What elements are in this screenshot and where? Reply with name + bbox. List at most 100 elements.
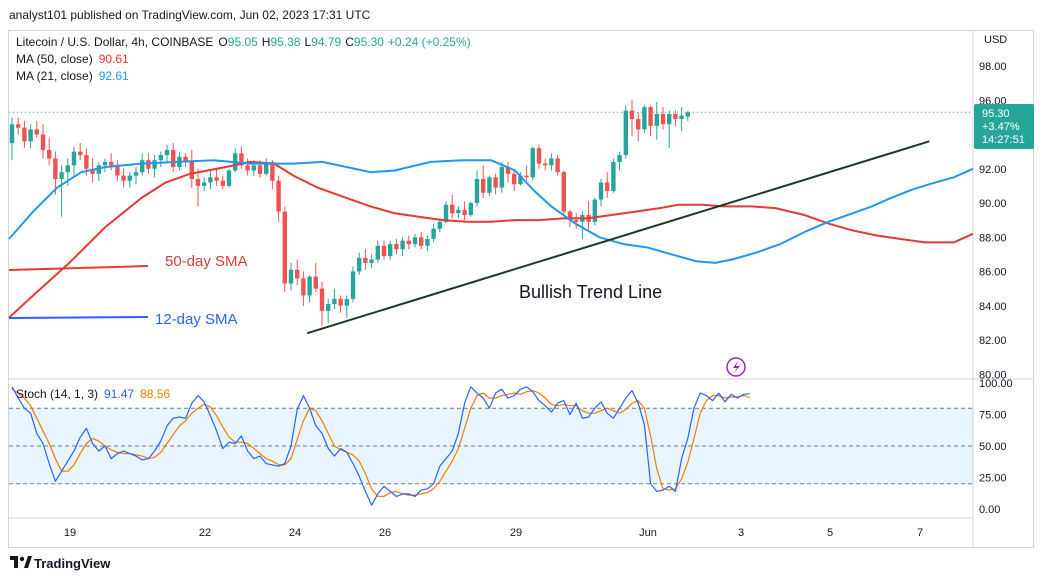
price-label-countdown: 14:27:51 (982, 134, 1025, 146)
candle-body (654, 113, 659, 126)
candle-body (47, 149, 52, 159)
candle-body (115, 165, 120, 176)
candle-body (301, 278, 306, 296)
candle-body (543, 163, 548, 166)
candle-body (499, 167, 504, 188)
legend-symbol: Litecoin / U.S. Dollar, 4h, COINBASE (16, 35, 213, 49)
ma21-legend: MA (21, close) 92.61 (16, 69, 129, 83)
candle-body (574, 220, 579, 222)
candle-body (673, 113, 678, 120)
legend-c-value: 95.30 (354, 35, 384, 49)
publisher-line: analyst101 published on TradingView.com,… (9, 8, 371, 22)
candle-body (450, 204, 455, 214)
ma21-legend-value: 92.61 (99, 69, 129, 83)
candle-body (140, 160, 145, 173)
candle-body (431, 228, 436, 239)
candle-body (468, 203, 473, 215)
candle-body (102, 161, 108, 166)
stoch-legend: Stoch (14, 1, 3) 91.47 88.56 (16, 387, 170, 401)
candle-body (344, 298, 349, 306)
candle-body (437, 221, 442, 229)
candle-body (202, 182, 207, 186)
candle-body (636, 119, 641, 130)
chart-canvas: 98.0096.0092.0090.0088.0086.0084.0082.00… (8, 30, 1034, 548)
tradingview-logo-icon[interactable] (10, 556, 32, 570)
ma21-legend-label: MA (21, close) (16, 69, 93, 83)
sma12-annotation: 12-day SMA (155, 311, 238, 328)
publisher-bar: analyst101 published on TradingView.com,… (0, 0, 1043, 30)
candle-body (400, 240, 405, 250)
candle-body (419, 237, 424, 246)
footer: TradingView (0, 552, 1043, 581)
candle-body (505, 167, 511, 174)
time-tick-label: 5 (827, 527, 833, 539)
candle-body (388, 244, 393, 257)
stoch-tick-label: 50.00 (979, 441, 1007, 453)
candle-body (567, 211, 573, 221)
candle-body (481, 179, 486, 193)
candle-body (96, 165, 101, 174)
candle-body (84, 155, 89, 169)
candle-body (109, 161, 114, 166)
candle-body (71, 151, 77, 166)
candle-body (34, 129, 39, 135)
grid-layer (9, 30, 1033, 548)
time-tick-label: 26 (379, 527, 391, 539)
legend-c-label: C (345, 35, 354, 49)
candle-body (456, 209, 461, 214)
candle-body (338, 298, 343, 306)
price-tick-label: 90.00 (979, 198, 1007, 210)
legend-o-label: O (218, 35, 227, 49)
candle-body (443, 204, 449, 222)
candle-body (363, 257, 368, 263)
candle-body (326, 304, 331, 311)
candle-body (282, 211, 287, 284)
ma50-legend-value: 90.61 (99, 52, 129, 66)
candle-body (264, 161, 269, 174)
overlay-layer (726, 357, 746, 377)
stoch-tick-label: 100.00 (979, 378, 1013, 390)
ma50-legend: MA (50, close) 90.61 (16, 52, 129, 66)
candle-body (493, 177, 498, 188)
stoch-tick-label: 75.00 (979, 410, 1007, 422)
candle-body (474, 179, 480, 203)
price-tick-label: 86.00 (979, 267, 1007, 279)
tradingview-brand[interactable]: TradingView (34, 556, 111, 571)
stoch-d-value: 88.56 (140, 387, 170, 401)
time-tick-label: 29 (510, 527, 522, 539)
candle-body (313, 276, 318, 289)
candle-body (65, 165, 70, 173)
chart-frame (8, 30, 1034, 548)
price-tick-label: 92.00 (979, 164, 1007, 176)
candle-body (251, 165, 256, 171)
candle-body (9, 124, 15, 144)
candle-body (22, 127, 27, 142)
candle-body (425, 238, 430, 246)
candle-body (524, 175, 529, 178)
price-label-change: +3.47% (982, 121, 1020, 133)
legend-change: +0.24 (+0.25%) (388, 35, 471, 49)
candle-body (369, 259, 374, 263)
candle-body (183, 156, 188, 162)
candle-body (623, 110, 628, 156)
stoch-d-line (11, 388, 750, 497)
price-tick-label: 88.00 (979, 232, 1007, 244)
candle-body (648, 107, 653, 126)
candle-body (617, 155, 622, 162)
candle-body (598, 182, 604, 200)
candle-body (189, 161, 194, 180)
candle-body (685, 112, 690, 117)
legend-l-label: L (305, 35, 312, 49)
trend-line-annotation: Bullish Trend Line (519, 282, 662, 302)
candles-layer (9, 100, 690, 327)
candle-body (239, 153, 244, 166)
candle-body (127, 175, 132, 181)
candle-body (133, 172, 139, 176)
candle-body (406, 240, 411, 245)
candle-body (270, 161, 275, 181)
candle-body (642, 107, 647, 130)
indicator-lines-layer (8, 140, 974, 506)
candle-body (288, 269, 294, 284)
candle-body (487, 177, 492, 193)
bullish-trend-line (306, 140, 930, 335)
